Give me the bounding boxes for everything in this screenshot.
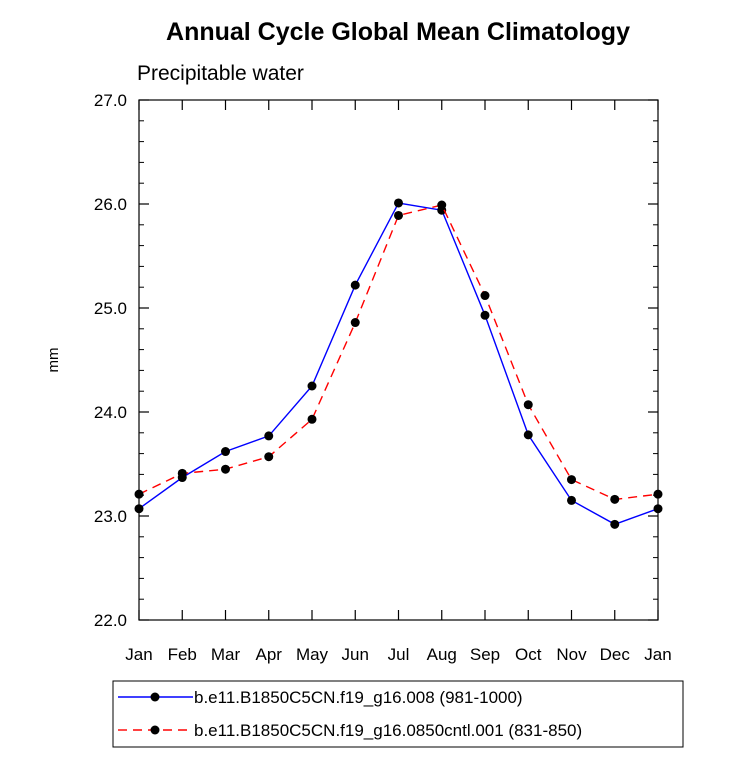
data-point [134,504,144,514]
data-point [610,494,620,504]
data-point [177,468,187,478]
data-point [350,318,360,328]
plot-frame [138,99,659,621]
data-point [350,280,360,290]
data-point [480,291,490,301]
legend-item-1: b.e11.B1850C5CN.f19_g16.008 (981-1000) [118,688,523,707]
y-tick-label: 22.0 [94,611,127,630]
x-tick-label: Apr [256,645,283,664]
axis-ticks: 22.0 23.0 24.0 25.0 26.0 27.0 Jan Feb Mar Apr May J… [94,91,672,664]
y-tick-label: 25.0 [94,299,127,318]
data-point [567,495,576,505]
data-point [221,464,230,474]
data-point [610,519,620,529]
series-2 [134,200,663,504]
x-tick-label: Jan [125,645,152,664]
legend-item-2: b.e11.B1850C5CN.f19_g16.0850cntl.001 (83… [118,721,582,740]
data-point [264,431,274,441]
y-tick-label: 24.0 [94,403,127,422]
x-tick-label: Jan [644,645,671,664]
y-tick-label: 26.0 [94,195,127,214]
x-tick-label: Oct [515,645,542,664]
legend: b.e11.B1850C5CN.f19_g16.008 (981-1000) b.… [112,680,684,748]
x-tick-label: Sep [470,645,500,664]
legend-marker [150,725,160,735]
chart-title: Annual Cycle Global Mean Climatology [166,18,630,46]
series-line [138,204,659,501]
data-point [307,381,317,391]
data-point [653,489,663,499]
y-tick-label: 23.0 [94,507,127,526]
data-point [221,447,230,457]
series-1 [134,198,663,529]
series-layer [134,198,663,529]
x-tick-label: Jun [342,645,369,664]
data-point [523,430,533,440]
data-point [264,452,274,462]
legend-marker [150,692,160,702]
x-tick-label: Dec [600,645,631,664]
x-tick-label: Mar [211,645,241,664]
legend-label: b.e11.B1850C5CN.f19_g16.0850cntl.001 (83… [194,721,582,740]
data-point [307,414,317,424]
x-tick-label: Jul [388,645,410,664]
y-axis-label: mm [45,348,62,373]
data-point [394,210,403,220]
x-tick-label: May [296,645,329,664]
data-point [134,489,144,499]
legend-entries: b.e11.B1850C5CN.f19_g16.008 (981-1000) b.… [118,688,582,740]
series-line [138,202,659,526]
x-tick-label: Aug [427,645,457,664]
y-tick-label: 27.0 [94,91,127,110]
data-point [523,400,533,410]
x-tick-label: Nov [556,645,587,664]
data-point [437,200,447,210]
data-point [567,475,576,485]
chart-subtitle: Precipitable water [137,62,304,85]
data-point [480,310,490,320]
legend-label: b.e11.B1850C5CN.f19_g16.008 (981-1000) [194,688,523,707]
data-point [653,504,663,514]
x-tick-label: Feb [168,645,197,664]
data-point [394,198,403,208]
legend-box [112,680,684,748]
